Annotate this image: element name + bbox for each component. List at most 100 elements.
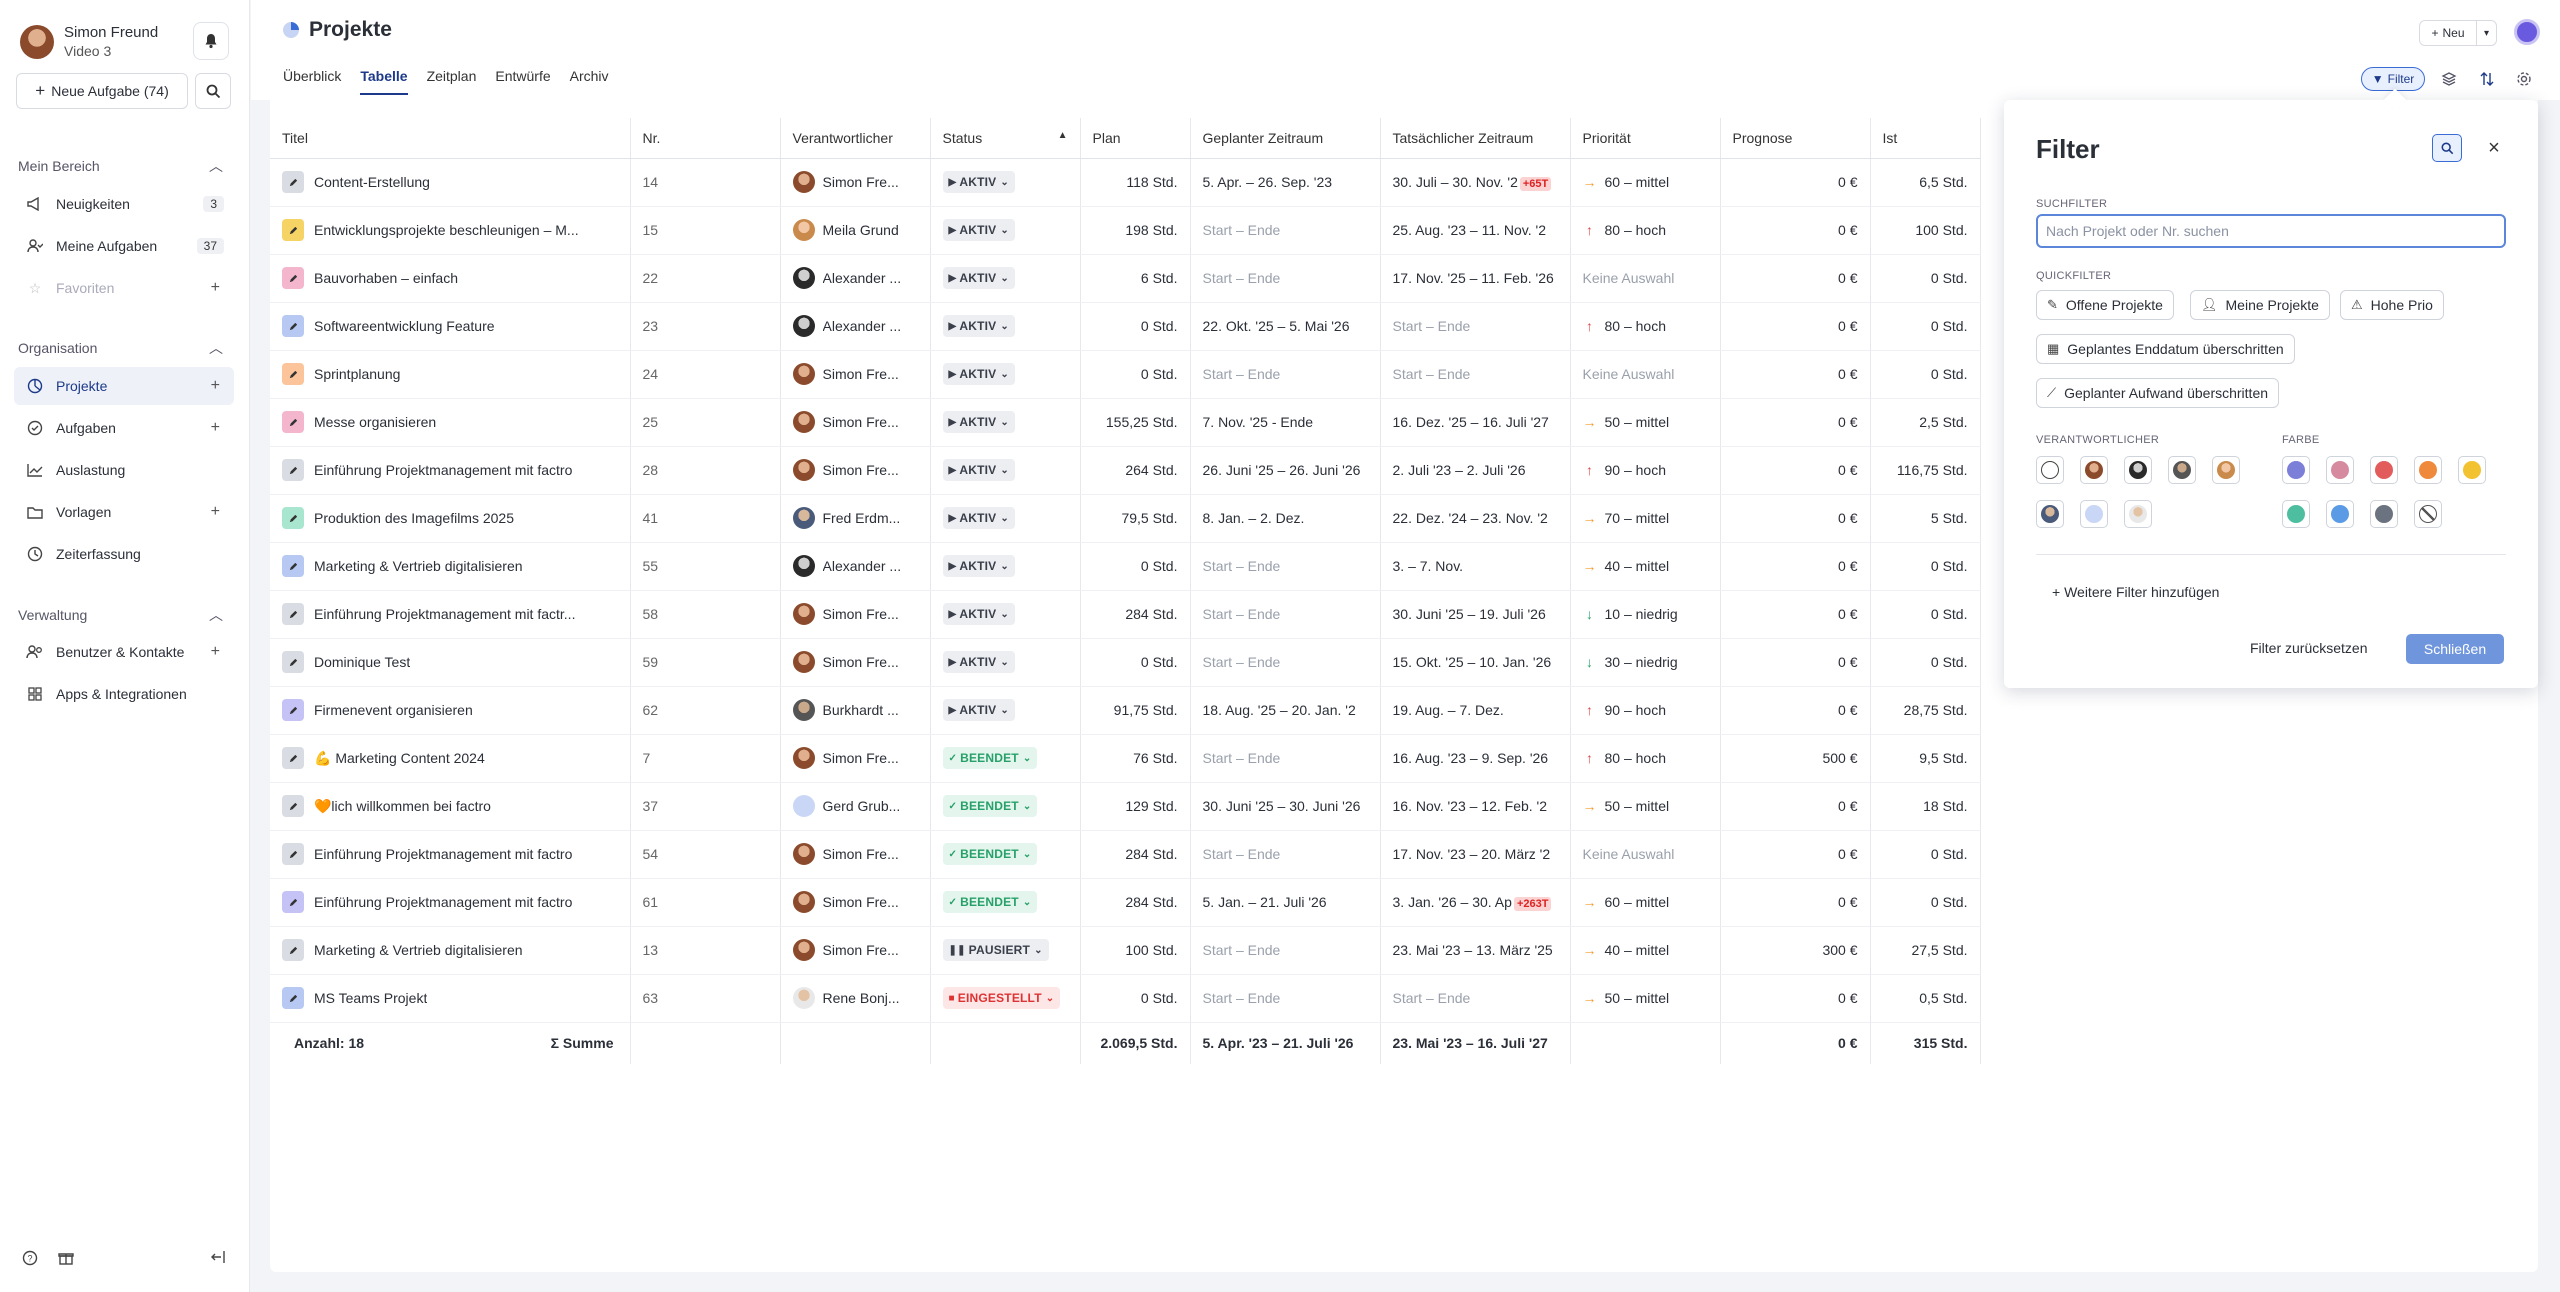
table-row[interactable]: Entwicklungsprojekte beschleunigen – M..… [270, 206, 1981, 255]
cell-title[interactable]: Messe organisieren [270, 398, 631, 447]
cell-status[interactable]: ▶ AKTIV ⌄ [930, 158, 1081, 207]
pencil-icon[interactable] [282, 891, 304, 913]
status-badge[interactable]: ▶ AKTIV ⌄ [942, 267, 1015, 289]
plus-icon[interactable]: + [210, 643, 220, 660]
cell-status[interactable]: ▶ AKTIV ⌄ [930, 542, 1081, 591]
cell-tatsaechlich[interactable]: 17. Nov. '25 – 11. Feb. '26 [1380, 254, 1571, 303]
table-row[interactable]: 💪 Marketing Content 2024 7 Simon Fre... ✓ BE… [270, 734, 1981, 783]
cell-title[interactable]: Sprintplanung [270, 350, 631, 399]
cell-geplant[interactable]: Start – Ende [1190, 926, 1381, 975]
cell-tatsaechlich[interactable]: 23. Mai '23 – 13. März '25 [1380, 926, 1571, 975]
table-row[interactable]: Sprintplanung 24 Simon Fre... ▶ AKTIV ⌄ 0 Std.… [270, 350, 1981, 399]
table-row[interactable]: Messe organisieren 25 Simon Fre... ▶ AKTIV ⌄ 1… [270, 398, 1981, 447]
pencil-icon[interactable] [282, 795, 304, 817]
notifications-button[interactable] [193, 22, 229, 60]
cell-title[interactable]: Marketing & Vertrieb digitalisieren [270, 926, 631, 975]
plus-icon[interactable]: + [210, 279, 220, 296]
section-verwaltung[interactable]: Verwaltung ︿ [18, 605, 223, 625]
cell-prioritaet[interactable]: ↓ 30 – niedrig [1570, 638, 1721, 687]
cell-geplant[interactable]: 22. Okt. '25 – 5. Mai '26 [1190, 302, 1381, 351]
cell-tatsaechlich[interactable]: 19. Aug. – 7. Dez. [1380, 686, 1571, 735]
table-row[interactable]: Einführung Projektmanagement mit factro 5… [270, 830, 1981, 879]
close-icon[interactable]: × [2488, 136, 2500, 159]
pencil-icon[interactable] [282, 507, 304, 529]
cell-status[interactable]: ✓ BEENDET ⌄ [930, 830, 1081, 879]
cell-geplant[interactable]: 5. Apr. – 26. Sep. '23 [1190, 158, 1381, 207]
cell-status[interactable]: ▶ AKTIV ⌄ [930, 254, 1081, 303]
col-verantwortlicher[interactable]: Verantwortlicher [780, 118, 931, 159]
filter-search-input[interactable] [2036, 214, 2506, 248]
status-badge[interactable]: ✓ BEENDET ⌄ [942, 891, 1038, 913]
cell-geplant[interactable]: Start – Ende [1190, 734, 1381, 783]
cell-geplant[interactable]: Start – Ende [1190, 254, 1381, 303]
cell-title[interactable]: Einführung Projektmanagement mit factro [270, 878, 631, 927]
cell-geplant[interactable]: Start – Ende [1190, 974, 1381, 1023]
cell-geplant[interactable]: 30. Juni '25 – 30. Juni '26 [1190, 782, 1381, 831]
cell-tatsaechlich[interactable]: 3. Jan. '26 – 30. Ap +263T [1380, 878, 1571, 927]
status-badge[interactable]: ▶ AKTIV ⌄ [942, 171, 1015, 193]
col-status[interactable]: Status ▲ [930, 118, 1081, 159]
cell-status[interactable]: ▶ AKTIV ⌄ [930, 398, 1081, 447]
pencil-icon[interactable] [282, 939, 304, 961]
status-badge[interactable]: ▶ AKTIV ⌄ [942, 699, 1015, 721]
color-swatch[interactable] [2326, 500, 2354, 528]
cell-tatsaechlich[interactable]: Start – Ende [1380, 350, 1571, 399]
status-badge[interactable]: ▶ AKTIV ⌄ [942, 315, 1015, 337]
tab-zeitplan[interactable]: Zeitplan [426, 68, 477, 84]
cell-status[interactable]: ❚❚ PAUSIERT ⌄ [930, 926, 1081, 975]
color-swatch[interactable] [2326, 456, 2354, 484]
owner-avatar-option[interactable] [2036, 500, 2064, 528]
pencil-icon[interactable] [282, 267, 304, 289]
sidebar-item-zeiterfassung[interactable]: Zeiterfassung [14, 535, 234, 573]
cell-tatsaechlich[interactable]: 16. Nov. '23 – 12. Feb. '2 [1380, 782, 1571, 831]
cell-geplant[interactable]: Start – Ende [1190, 206, 1381, 255]
cell-prioritaet[interactable]: Keine Auswahl [1570, 254, 1721, 303]
status-badge[interactable]: ▶ AKTIV ⌄ [942, 507, 1015, 529]
col-tatsaechlicher-zeitraum[interactable]: Tatsächlicher Zeitraum [1380, 118, 1571, 159]
cell-tatsaechlich[interactable]: 16. Dez. '25 – 16. Juli '27 [1380, 398, 1571, 447]
color-swatch[interactable] [2414, 456, 2442, 484]
new-dropdown-button[interactable]: ▾ [2477, 20, 2497, 46]
owner-avatar-option[interactable] [2124, 456, 2152, 484]
status-badge[interactable]: ▶ AKTIV ⌄ [942, 555, 1015, 577]
col-nr[interactable]: Nr. [630, 118, 781, 159]
cell-prioritaet[interactable]: Keine Auswahl [1570, 350, 1721, 399]
status-badge[interactable]: ▶ AKTIV ⌄ [942, 411, 1015, 433]
no-color-option[interactable] [2414, 500, 2442, 528]
status-badge[interactable]: ▶ AKTIV ⌄ [942, 363, 1015, 385]
pencil-icon[interactable] [282, 987, 304, 1009]
cell-status[interactable]: ▶ AKTIV ⌄ [930, 350, 1081, 399]
pencil-icon[interactable] [282, 603, 304, 625]
cell-status[interactable]: ▶ AKTIV ⌄ [930, 206, 1081, 255]
sidebar-item-aufgaben[interactable]: Aufgaben + [14, 409, 234, 447]
pencil-icon[interactable] [282, 699, 304, 721]
color-swatch[interactable] [2282, 500, 2310, 528]
cell-status[interactable]: ✓ BEENDET ⌄ [930, 734, 1081, 783]
cell-tatsaechlich[interactable]: 22. Dez. '24 – 23. Nov. '2 [1380, 494, 1571, 543]
plus-icon[interactable]: + [210, 419, 220, 436]
cell-prioritaet[interactable]: ↑ 80 – hoch [1570, 206, 1721, 255]
cell-title[interactable]: Bauvorhaben – einfach [270, 254, 631, 303]
col-geplanter-zeitraum[interactable]: Geplanter Zeitraum [1190, 118, 1381, 159]
user-profile[interactable]: Simon Freund Video 3 [20, 24, 158, 60]
smiley-icon[interactable] [2036, 456, 2064, 484]
section-mein-bereich[interactable]: Mein Bereich ︿ [18, 156, 223, 176]
color-swatch[interactable] [2370, 456, 2398, 484]
cell-tatsaechlich[interactable]: 17. Nov. '23 – 20. März '2 [1380, 830, 1571, 879]
owner-avatar-option[interactable] [2168, 456, 2196, 484]
sort-icon[interactable] [2476, 68, 2498, 90]
cell-title[interactable]: MS Teams Projekt [270, 974, 631, 1023]
status-badge[interactable]: ✓ BEENDET ⌄ [942, 843, 1038, 865]
add-filter-button[interactable]: + Weitere Filter hinzufügen [2052, 584, 2219, 600]
cell-prioritaet[interactable]: → 40 – mittel [1570, 542, 1721, 591]
section-organisation[interactable]: Organisation ︿ [18, 338, 223, 358]
cell-prioritaet[interactable]: → 70 – mittel [1570, 494, 1721, 543]
cell-title[interactable]: Entwicklungsprojekte beschleunigen – M..… [270, 206, 631, 255]
cell-geplant[interactable]: Start – Ende [1190, 830, 1381, 879]
pencil-icon[interactable] [282, 747, 304, 769]
col-plan[interactable]: Plan [1080, 118, 1191, 159]
cell-tatsaechlich[interactable]: 30. Juni '25 – 19. Juli '26 [1380, 590, 1571, 639]
pencil-icon[interactable] [282, 411, 304, 433]
table-row[interactable]: Bauvorhaben – einfach 22 Alexander ... ▶ AKT… [270, 254, 1981, 303]
cell-title[interactable]: Einführung Projektmanagement mit factr..… [270, 590, 631, 639]
